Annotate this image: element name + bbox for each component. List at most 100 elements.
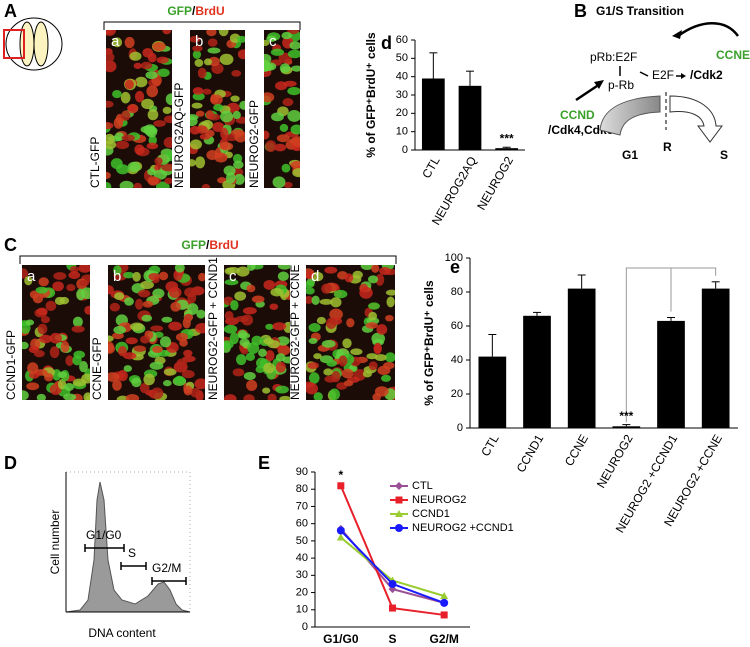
cell — [149, 361, 164, 370]
x-tick-label: G2/M — [429, 632, 458, 646]
cell — [114, 292, 125, 301]
cell — [60, 341, 70, 353]
y-tick-label: 40 — [451, 354, 463, 366]
cell — [350, 348, 363, 356]
cell — [262, 387, 271, 394]
cell — [163, 368, 177, 376]
cell — [156, 56, 169, 64]
cell — [22, 341, 29, 350]
cell — [323, 368, 333, 376]
cell — [271, 112, 284, 122]
bar — [421, 78, 445, 150]
cell — [65, 355, 74, 367]
cell — [287, 86, 300, 96]
legend-label: NEUROG2 +CCND1 — [412, 522, 514, 534]
y-tick-label: 20 — [396, 107, 408, 119]
label: /Cdk2 — [690, 68, 723, 82]
bar — [478, 356, 507, 428]
cell — [137, 289, 151, 298]
cell — [81, 373, 90, 384]
cell — [195, 156, 206, 169]
cell — [231, 69, 242, 77]
gate-label: S — [128, 546, 136, 560]
cell — [376, 324, 388, 335]
cell — [275, 385, 289, 394]
cell — [135, 90, 145, 103]
cell — [234, 130, 245, 143]
bar — [657, 320, 685, 428]
significance: *** — [619, 409, 633, 423]
bar — [567, 288, 596, 428]
cell — [239, 100, 245, 110]
cell — [165, 93, 172, 106]
cell — [287, 49, 300, 59]
image-label: NEUROG2-GFP + CCND1 — [206, 257, 220, 400]
cell — [220, 142, 234, 151]
cell — [183, 385, 193, 396]
cell — [230, 95, 240, 102]
y-tick-label: 60 — [296, 518, 308, 530]
image-letter: a — [111, 33, 120, 50]
cell — [190, 159, 196, 167]
cell — [341, 368, 354, 379]
cell — [383, 361, 395, 370]
cell — [133, 345, 147, 352]
panel-letter: D — [4, 453, 17, 473]
cell — [142, 300, 154, 308]
cell — [235, 315, 249, 323]
axis-label: DNA content — [88, 626, 156, 640]
cell — [242, 307, 257, 315]
cell — [115, 140, 130, 150]
label: G1 — [622, 148, 638, 162]
cell — [316, 316, 327, 325]
cell — [39, 334, 52, 344]
cell — [106, 171, 111, 180]
marker — [336, 526, 345, 535]
cell — [319, 298, 333, 305]
arrowhead — [594, 80, 604, 89]
cell — [386, 296, 395, 308]
histogram-area — [65, 481, 191, 613]
cell — [66, 283, 76, 292]
cell — [33, 350, 45, 358]
cell — [152, 346, 163, 354]
cell — [224, 324, 238, 334]
bracket — [19, 255, 397, 264]
cell — [264, 39, 270, 47]
cell — [134, 76, 148, 88]
cell — [112, 379, 122, 391]
cell — [267, 340, 280, 349]
y-tick-label: 80 — [296, 483, 308, 495]
cell — [224, 279, 239, 286]
cell — [281, 31, 292, 40]
y-tick-label: 0 — [302, 621, 308, 633]
cell — [194, 58, 204, 67]
cell — [202, 88, 212, 95]
cell — [110, 158, 123, 170]
cell — [148, 272, 160, 281]
cell — [379, 267, 391, 276]
arrow — [677, 22, 740, 38]
diagram-title: G1/S Transition — [596, 4, 684, 18]
label: pRb:E2F — [590, 50, 637, 64]
image-label: CTL-GFP — [88, 137, 102, 188]
cell — [176, 358, 188, 365]
panel-letter: E — [258, 453, 270, 473]
y-tick-label: 20 — [296, 586, 308, 598]
cell — [132, 271, 141, 282]
cell — [365, 322, 378, 329]
cell — [210, 94, 223, 106]
cell — [287, 110, 300, 122]
embryo-schematic — [3, 17, 63, 71]
label: CCND — [560, 108, 595, 122]
marker — [440, 598, 449, 607]
bar — [495, 148, 519, 150]
arrowhead — [672, 30, 682, 39]
cell — [368, 311, 378, 321]
cell — [22, 268, 29, 279]
cell — [270, 288, 284, 297]
cell — [129, 51, 142, 61]
y-tick-label: 40 — [396, 71, 408, 83]
cell — [328, 388, 340, 400]
